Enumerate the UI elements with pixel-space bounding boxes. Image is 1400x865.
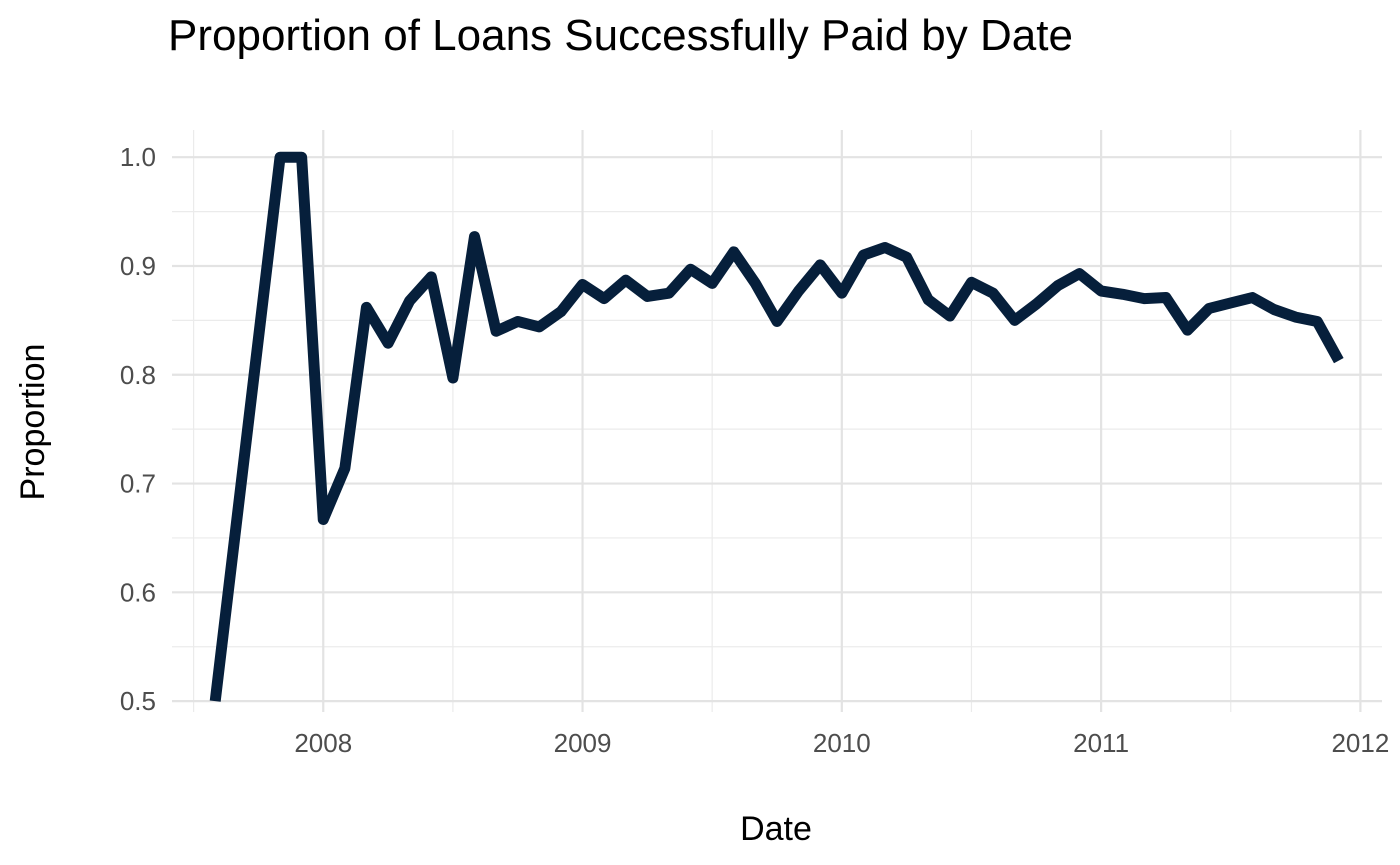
y-tick-label: 0.5: [120, 686, 156, 716]
x-tick-label: 2010: [813, 728, 871, 758]
series-layer: [209, 151, 1344, 702]
chart-title: Proportion of Loans Successfully Paid by…: [168, 11, 1073, 60]
x-tick-label: 2008: [294, 728, 352, 758]
y-tick-label: 0.8: [120, 360, 156, 390]
x-axis-title: Date: [740, 810, 812, 848]
major-gridlines: [172, 130, 1382, 712]
x-tick-label: 2009: [554, 728, 612, 758]
x-axis-ticks: 2008 2009 2010 2011 2012: [294, 728, 1389, 758]
series-line: [209, 151, 1344, 702]
x-tick-label: 2012: [1331, 728, 1389, 758]
y-tick-label: 0.6: [120, 577, 156, 607]
y-tick-label: 1.0: [120, 142, 156, 172]
y-tick-label: 0.7: [120, 469, 156, 499]
y-axis-title: Proportion: [14, 344, 52, 501]
x-tick-label: 2011: [1073, 728, 1129, 758]
y-axis-ticks: 0.5 0.6 0.7 0.8 0.9 1.0: [120, 142, 156, 716]
y-tick-label: 0.9: [120, 251, 156, 281]
